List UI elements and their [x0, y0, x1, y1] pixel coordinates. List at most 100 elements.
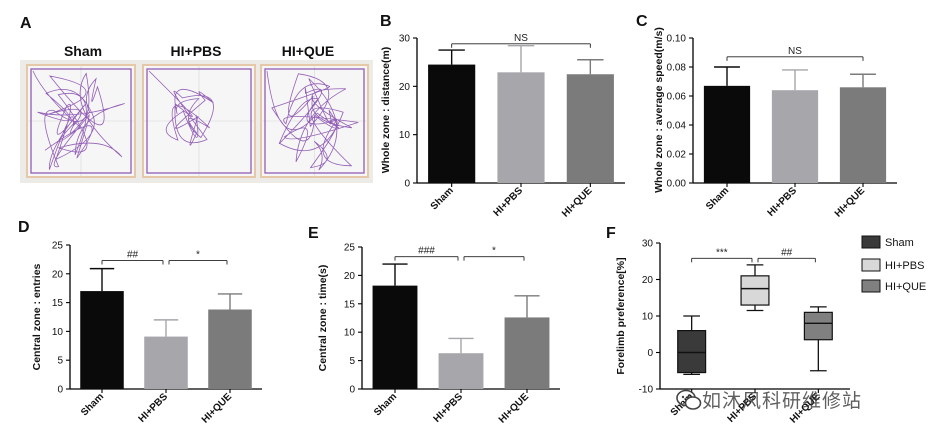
y-tick-label: 0 [647, 348, 653, 359]
track-arena [26, 64, 136, 178]
legend: Sham HI+PBS HI+QUE [861, 235, 926, 293]
legend-label: HI+QUE [885, 281, 926, 293]
track-group-label: HI+QUE [282, 43, 335, 59]
watermark-text: 如沐风科研维修站 [702, 390, 863, 412]
track-path [148, 70, 214, 146]
y-axis-label: Forelimb preference[%] [615, 257, 627, 374]
y-axis-label: Whole zone : distance(m) [380, 47, 392, 174]
track-wall-path [264, 68, 365, 174]
x-tick-label: Sham [79, 391, 106, 418]
y-tick-label: 25 [344, 243, 356, 254]
panel-letter-c: C [636, 13, 648, 30]
significance-label: * [196, 250, 200, 261]
x-tick-label: Sham [429, 185, 456, 212]
chart-panel-e: 0 5 10 15 20 25 Central zone : time(s) Sham HI+P… [317, 243, 560, 426]
track-path [266, 70, 359, 171]
y-tick-label: 0.08 [667, 63, 687, 74]
y-tick-label: 30 [642, 239, 654, 250]
y-tick-label: 30 [399, 34, 411, 45]
bar [504, 317, 550, 389]
track-wall-path [146, 68, 252, 174]
chart-panel-b: 0 10 20 30 Whole zone : distance(m) Sham HI+PB… [380, 33, 625, 220]
y-tick-label: 25 [52, 241, 64, 252]
bar [80, 291, 124, 389]
bar [438, 353, 484, 389]
x-tick-label: Sham [372, 391, 399, 418]
watermark: 如沐风科研维修站 [676, 386, 862, 413]
y-tick-label: 0 [404, 179, 410, 190]
chart-panel-d: 0 5 10 15 20 25 Central zone : entries Sham HI+P… [31, 241, 262, 426]
bar [497, 72, 545, 183]
y-tick-label: 10 [344, 328, 356, 339]
bar [566, 74, 614, 183]
legend-label: HI+PBS [885, 260, 924, 272]
significance-label: ### [418, 246, 435, 257]
track-arena [142, 64, 256, 178]
legend-label: Sham [885, 237, 914, 249]
panel-letter-a: A [20, 15, 32, 32]
bar [144, 336, 188, 389]
x-tick-label: HI+PBS [766, 185, 800, 219]
y-tick-label: 0.10 [667, 34, 687, 45]
y-tick-label: 10 [52, 327, 64, 338]
significance-label: NS [788, 46, 802, 57]
significance-label: * [492, 246, 496, 257]
panel-letter-e: E [308, 225, 319, 242]
significance-label: ## [781, 247, 793, 258]
y-tick-label: 5 [57, 356, 63, 367]
box [677, 330, 707, 374]
y-tick-label: 15 [344, 299, 356, 310]
bar [428, 64, 476, 183]
bar [771, 90, 819, 183]
y-axis-label: Central zone : entries [31, 263, 43, 370]
x-tick-label: HI+PBS [137, 391, 171, 425]
y-tick-label: 10 [399, 130, 411, 141]
track-group-label: HI+PBS [171, 43, 222, 59]
y-tick-label: 20 [52, 269, 64, 280]
track-group-label: Sham [64, 43, 102, 59]
y-tick-label: 20 [642, 275, 654, 286]
track-wall-path [30, 68, 132, 174]
y-tick-label: 0.02 [667, 150, 687, 161]
y-tick-label: -10 [639, 385, 654, 396]
x-tick-label: HI+QUE [497, 391, 532, 426]
legend-swatch [861, 235, 881, 249]
y-tick-label: 0.00 [667, 179, 687, 190]
box [740, 275, 770, 306]
legend-swatch [861, 258, 881, 272]
panel-letter-b: B [380, 13, 392, 30]
y-tick-label: 15 [52, 298, 64, 309]
y-axis-label: Whole zone : average speed(m/s) [653, 27, 665, 193]
significance-label: *** [716, 247, 728, 258]
bar [372, 285, 418, 389]
track-arena [260, 64, 369, 178]
x-tick-label: HI+QUE [200, 391, 235, 426]
y-tick-label: 0 [57, 385, 63, 396]
legend-swatch [861, 279, 881, 293]
x-tick-label: HI+QUE [560, 185, 595, 220]
wechat-icon [676, 389, 702, 410]
track-path [32, 70, 125, 170]
y-tick-label: 0 [349, 385, 355, 396]
y-tick-label: 20 [344, 271, 356, 282]
y-tick-label: 0.04 [667, 121, 687, 132]
y-axis-label: Central zone : time(s) [317, 265, 329, 372]
y-tick-label: 0.06 [667, 92, 687, 103]
x-tick-label: HI+PBS [492, 185, 526, 219]
y-tick-label: 5 [349, 356, 355, 367]
panel-letter-f: F [606, 225, 616, 242]
y-tick-label: 10 [642, 312, 654, 323]
x-tick-label: HI+PBS [432, 391, 466, 425]
bar [839, 87, 887, 183]
significance-label: ## [127, 250, 139, 261]
bar [208, 309, 252, 389]
box [803, 311, 833, 341]
panel-letter-d: D [18, 219, 30, 236]
bar [703, 85, 751, 183]
x-tick-label: Sham [704, 185, 731, 212]
y-tick-label: 20 [399, 82, 411, 93]
significance-label: NS [514, 33, 528, 44]
x-tick-label: HI+QUE [833, 185, 868, 220]
